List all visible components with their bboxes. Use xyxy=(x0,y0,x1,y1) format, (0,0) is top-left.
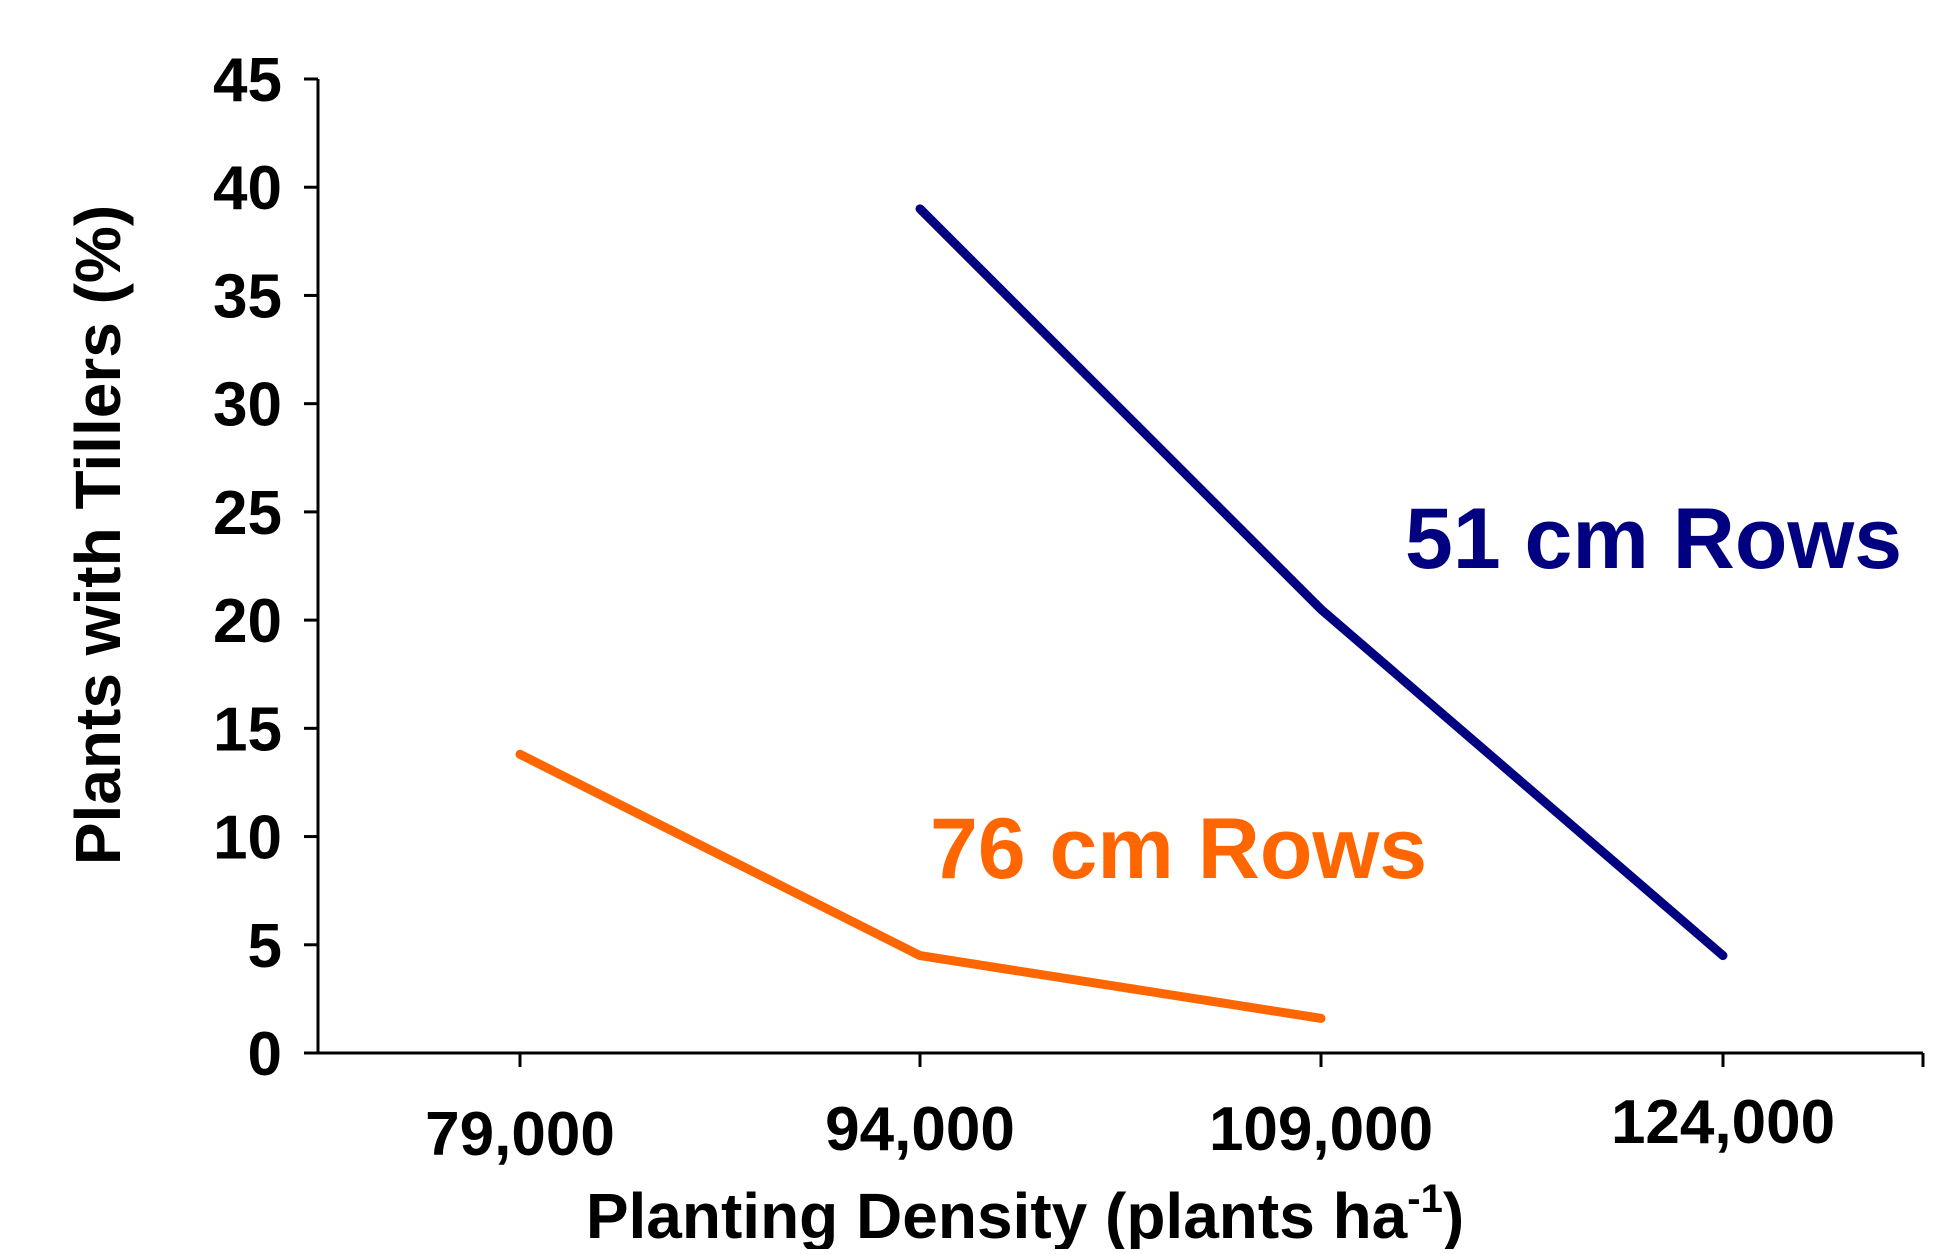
x-tick-label: 124,000 xyxy=(1611,1088,1835,1157)
y-tick-label: 20 xyxy=(213,587,282,656)
y-tick-label: 10 xyxy=(213,804,282,873)
x-axis-ticks: 79,000 94,000 109,000 124,000 xyxy=(425,1053,1923,1169)
y-axis-ticks: 0 5 10 15 20 25 30 35 40 45 xyxy=(213,46,318,1089)
y-tick-label: 0 xyxy=(248,1020,282,1089)
series-label-1: 76 cm Rows xyxy=(930,801,1427,897)
y-tick-label: 30 xyxy=(213,371,282,440)
x-axis-title-superscript: -1 xyxy=(1407,1177,1443,1221)
series-label-0: 51 cm Rows xyxy=(1405,491,1902,587)
x-tick-label: 109,000 xyxy=(1209,1095,1433,1164)
x-tick-label: 94,000 xyxy=(825,1095,1015,1164)
series-layer xyxy=(520,209,1723,1019)
x-axis-title-main: Planting Density (plants ha xyxy=(586,1180,1408,1249)
y-tick-label: 35 xyxy=(213,262,282,331)
x-tick-label: 79,000 xyxy=(425,1100,615,1169)
y-axis-title: Plants with Tillers (%) xyxy=(62,205,134,865)
y-tick-label: 5 xyxy=(248,912,282,981)
y-tick-label: 15 xyxy=(213,695,282,764)
x-axis-title: Planting Density (plants ha-1) xyxy=(586,1177,1464,1249)
y-tick-label: 40 xyxy=(213,154,282,223)
x-axis-title-suffix: ) xyxy=(1443,1180,1464,1249)
y-tick-label: 45 xyxy=(213,46,282,115)
y-tick-label: 25 xyxy=(213,479,282,548)
